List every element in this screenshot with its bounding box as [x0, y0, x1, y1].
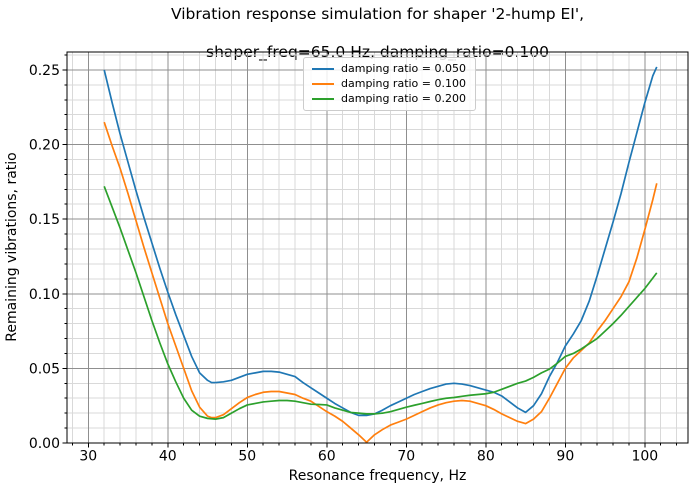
- y-tick-label: 0.10: [29, 287, 60, 303]
- legend-item: damping ratio = 0.100: [312, 76, 466, 91]
- x-tick-label: 90: [556, 449, 574, 465]
- x-tick-label: 30: [79, 449, 97, 465]
- series-line-0.100: [103, 121, 658, 443]
- legend-item: damping ratio = 0.050: [312, 61, 466, 76]
- chart-title-line1: Vibration response simulation for shaper…: [170, 5, 585, 23]
- x-tick-label: 50: [238, 449, 256, 465]
- legend-item-label: damping ratio = 0.050: [341, 62, 466, 75]
- series-lines: [103, 66, 658, 443]
- tick-labels: 30 40 50 60 70 80 90 100 0.00 0.05 0.10 0.15 0.20 0.2…: [29, 63, 658, 465]
- legend-swatch-line: [312, 67, 334, 70]
- legend-item-label: damping ratio = 0.100: [341, 77, 466, 90]
- x-tick-label: 40: [159, 449, 177, 465]
- y-axis-label: Remaining vibrations, ratio: [4, 152, 20, 342]
- legend-swatch-line: [312, 97, 334, 100]
- minor-grid: [67, 52, 688, 443]
- axes-box: [66, 51, 689, 444]
- series-line-0.050: [103, 66, 658, 417]
- y-tick-label: 0.15: [29, 212, 60, 228]
- legend-swatch-line: [312, 82, 334, 85]
- legend-item: damping ratio = 0.200: [312, 91, 466, 106]
- x-tick-label: 70: [397, 449, 415, 465]
- legend-item-label: damping ratio = 0.200: [341, 92, 466, 105]
- x-axis-label: Resonance frequency, Hz: [288, 468, 467, 484]
- axis-ticks: [62, 54, 678, 448]
- legend: damping ratio = 0.050 damping ratio = 0.1…: [303, 57, 476, 111]
- series-line-0.200: [103, 186, 658, 420]
- x-tick-label: 60: [318, 449, 336, 465]
- y-tick-label: 0.20: [29, 138, 60, 154]
- y-tick-label: 0.25: [29, 63, 60, 79]
- x-tick-label: 100: [631, 449, 658, 465]
- y-tick-label: 0.00: [29, 436, 60, 452]
- y-tick-label: 0.05: [29, 361, 60, 377]
- x-tick-label: 80: [477, 449, 495, 465]
